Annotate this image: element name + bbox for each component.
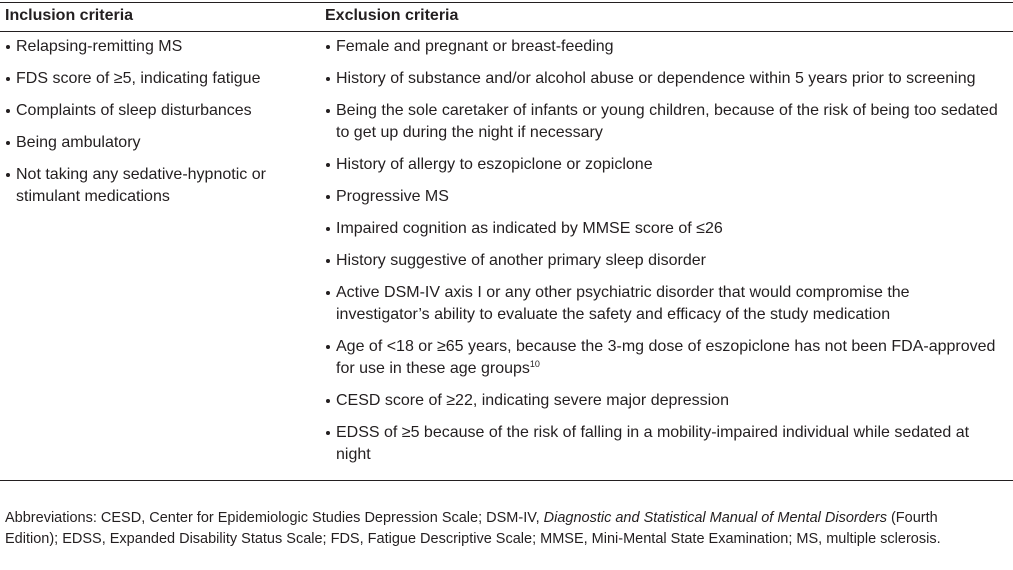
column-header: Inclusion criteria: [0, 2, 325, 32]
criterion: History suggestive of another primary sl…: [325, 250, 1007, 272]
criterion: CESD score of ≥22, indicating severe maj…: [325, 390, 1007, 412]
criterion: Female and pregnant or breast-feeding: [325, 36, 1007, 58]
criterion: Complaints of sleep disturbances: [5, 100, 295, 122]
header-row: Inclusion criteria Exclusion criteria: [0, 2, 1013, 32]
footnote-text: Diagnostic and Statistical Manual of Men…: [543, 510, 887, 526]
criterion: History of substance and/or alcohol abus…: [325, 68, 1007, 90]
inclusion-cell: Relapsing-remitting MS FDS score of ≥5, i…: [0, 32, 325, 481]
footnote: Abbreviations: CESD, Center for Epidemio…: [5, 508, 990, 550]
criterion: Relapsing-remitting MS: [5, 36, 295, 58]
criterion: Progressive MS: [325, 186, 1007, 208]
criterion: Impaired cognition as indicated by MMSE …: [325, 218, 1007, 240]
criterion: History of allergy to eszopiclone or zop…: [325, 154, 1007, 176]
exclusion-list: Female and pregnant or breast-feeding His…: [325, 36, 1007, 466]
inclusion-list: Relapsing-remitting MS FDS score of ≥5, i…: [5, 36, 295, 208]
criterion: Not taking any sedative-hypnotic or stim…: [5, 164, 295, 208]
criterion: FDS score of ≥5, indicating fatigue: [5, 68, 295, 90]
criterion: EDSS of ≥5 because of the risk of fallin…: [325, 422, 1007, 466]
criterion: Age of <18 or ≥65 years, because the 3-m…: [325, 336, 1007, 380]
exclusion-cell: Female and pregnant or breast-feeding His…: [325, 32, 1013, 481]
criterion: Active DSM-IV axis I or any other psychi…: [325, 282, 1007, 326]
criteria-table: Inclusion criteria Exclusion criteria Re…: [0, 2, 1013, 481]
column-header: Exclusion criteria: [325, 2, 1013, 32]
footnote-text: (Fourth Edition); EDSS, Expanded Disabil…: [5, 510, 941, 547]
criterion-text: Age of <18 or ≥65 years, because the 3-m…: [336, 338, 996, 377]
reference: 10: [529, 359, 540, 369]
criterion: Being the sole caretaker of infants or y…: [325, 100, 1007, 144]
criterion: Being ambulatory: [5, 132, 295, 154]
footnote-text: Abbreviations: CESD, Center for Epidemio…: [5, 510, 544, 526]
body-row: Relapsing-remitting MS FDS score of ≥5, i…: [0, 32, 1013, 481]
